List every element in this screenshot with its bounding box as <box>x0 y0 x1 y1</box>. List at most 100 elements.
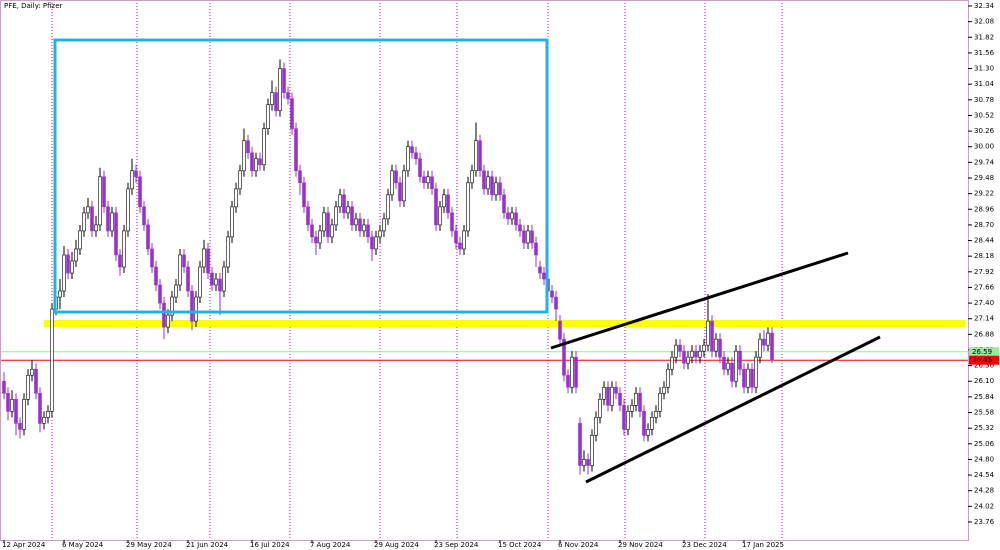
candle-body <box>242 140 246 172</box>
candle-body <box>34 368 38 394</box>
candle-body <box>670 356 674 370</box>
candle-body <box>678 344 682 352</box>
candle-body <box>118 254 122 268</box>
candle-body <box>110 212 114 232</box>
y-tick-label: 24.28 <box>974 487 994 495</box>
candle-body <box>558 320 562 340</box>
candle-body <box>174 284 178 298</box>
candle-body <box>358 218 362 232</box>
y-tick-label: 26.10 <box>974 377 994 385</box>
y-tick-label: 31.82 <box>974 33 994 41</box>
y-tick-label: 30.26 <box>974 127 995 135</box>
candle-body <box>78 230 82 250</box>
candle-body <box>98 176 102 226</box>
candle-body <box>594 417 598 436</box>
candle-body <box>338 194 342 208</box>
candle-body <box>314 236 318 244</box>
candle-body <box>422 176 426 184</box>
candle-body <box>686 356 690 364</box>
candle-body <box>486 176 490 190</box>
candle-body <box>162 302 166 328</box>
candle-body <box>30 368 34 376</box>
candle-body <box>6 392 10 412</box>
plot-frame <box>0 0 969 541</box>
x-tick-label: 17 Jan 2025 <box>742 541 784 549</box>
candle-body <box>74 248 78 262</box>
y-tick-label: 25.58 <box>974 409 994 417</box>
candle-body <box>94 224 98 232</box>
range-box <box>53 38 549 314</box>
candle-body <box>310 224 314 238</box>
x-tick-label: 23 Sep 2024 <box>434 541 479 549</box>
candle-body <box>726 362 730 370</box>
x-tick-label: 29 Aug 2024 <box>374 541 419 549</box>
candle-body <box>390 170 394 196</box>
candle-body <box>50 308 54 412</box>
x-tick-label: 23 Dec 2024 <box>682 541 727 549</box>
candle-body <box>434 188 438 226</box>
candle-body <box>710 320 714 352</box>
y-tick-label: 29.74 <box>974 158 995 166</box>
candle-body <box>674 344 678 358</box>
candle-body <box>690 350 694 358</box>
candle-body <box>42 417 46 424</box>
y-tick-label: 31.56 <box>974 49 995 57</box>
candle-body <box>450 212 454 232</box>
candle-body <box>302 182 306 208</box>
candle-body <box>318 230 322 244</box>
candle-body <box>326 212 330 238</box>
x-tick-label: 29 Nov 2024 <box>618 541 663 549</box>
x-tick-label: 21 Jun 2024 <box>186 541 229 549</box>
candle-body <box>206 248 210 274</box>
candle-body <box>114 212 118 256</box>
candle-body <box>526 230 530 244</box>
candle-body <box>534 242 538 256</box>
candle-body <box>694 350 698 358</box>
candle-body <box>478 140 482 172</box>
x-tick-label: 16 Jul 2024 <box>250 541 290 549</box>
candle-body <box>342 194 346 214</box>
x-tick-label: 7 Aug 2024 <box>310 541 351 549</box>
candle-body <box>150 248 154 268</box>
candle-body <box>770 332 774 361</box>
candle-body <box>750 368 754 388</box>
candle-body <box>394 170 398 184</box>
candle-body <box>466 182 470 232</box>
x-tick-label: 12 Apr 2024 <box>2 541 46 549</box>
trend-line-upper <box>550 251 849 350</box>
candle-body <box>654 411 658 418</box>
candle-body <box>14 398 18 424</box>
chart-title: PFE, Daily: Pfizer <box>4 2 63 10</box>
candle-body <box>762 338 766 346</box>
candle-body <box>286 92 290 99</box>
candles <box>2 59 774 475</box>
candle-body <box>602 386 606 400</box>
candle-body <box>190 290 194 322</box>
candle-body <box>638 392 642 412</box>
candle-body <box>566 374 570 388</box>
candle-body <box>282 68 286 93</box>
candle-body <box>306 206 310 226</box>
candle-body <box>538 266 542 274</box>
candle-body <box>238 170 242 190</box>
candle-body <box>290 98 294 129</box>
candle-body <box>102 176 106 208</box>
candle-body <box>354 218 358 226</box>
candle-body <box>258 158 262 166</box>
candle-body <box>746 368 750 388</box>
candle-body <box>650 417 654 430</box>
candle-body <box>618 392 622 406</box>
candle-body <box>10 398 14 412</box>
candle-body <box>630 405 634 412</box>
candle-body <box>90 206 94 232</box>
candle-body <box>178 254 182 286</box>
candle-body <box>382 218 386 232</box>
candle-body <box>274 92 278 111</box>
y-tick-label: 27.14 <box>974 315 995 323</box>
candle-body <box>682 350 686 364</box>
candle-body <box>202 248 206 268</box>
candle-body <box>606 386 610 406</box>
y-tick-label: 31.30 <box>974 65 994 73</box>
